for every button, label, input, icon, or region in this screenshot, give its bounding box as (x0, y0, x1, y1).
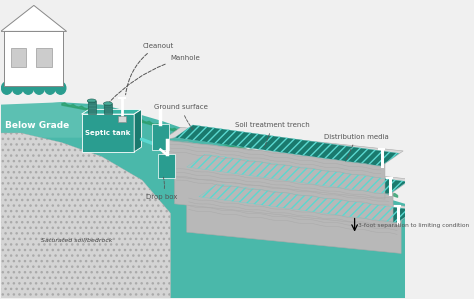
Polygon shape (187, 186, 419, 220)
Polygon shape (82, 114, 134, 152)
Polygon shape (104, 104, 112, 114)
Circle shape (34, 82, 45, 94)
Text: Below Grade: Below Grade (5, 121, 69, 130)
Polygon shape (82, 109, 141, 114)
Polygon shape (174, 169, 393, 227)
Polygon shape (187, 199, 401, 254)
Polygon shape (152, 123, 169, 150)
Text: Drop box: Drop box (146, 177, 178, 200)
Text: Ground surface: Ground surface (155, 104, 208, 130)
Ellipse shape (103, 102, 112, 106)
Polygon shape (0, 102, 405, 298)
Polygon shape (0, 102, 142, 138)
Text: Distribution media: Distribution media (324, 134, 389, 161)
Polygon shape (134, 109, 141, 152)
Polygon shape (88, 101, 96, 114)
Polygon shape (0, 5, 67, 31)
Polygon shape (158, 154, 174, 178)
Text: Manhole: Manhole (110, 55, 201, 102)
Polygon shape (11, 48, 26, 67)
Text: Saturated soil/bedrock: Saturated soil/bedrock (41, 238, 112, 242)
Polygon shape (174, 125, 399, 166)
Text: Soil treatment trench: Soil treatment trench (235, 122, 310, 147)
Circle shape (45, 82, 55, 94)
Polygon shape (199, 184, 415, 223)
Text: Septic tank: Septic tank (85, 130, 130, 136)
Circle shape (12, 82, 23, 94)
Circle shape (1, 82, 12, 94)
Polygon shape (36, 48, 52, 67)
Polygon shape (187, 154, 407, 194)
Polygon shape (174, 157, 411, 192)
Circle shape (55, 82, 66, 94)
Circle shape (23, 82, 34, 94)
Polygon shape (163, 127, 403, 164)
Text: Cleanout: Cleanout (126, 43, 173, 95)
Text: 3-foot separation to limiting condition: 3-foot separation to limiting condition (358, 222, 469, 228)
Ellipse shape (87, 99, 96, 103)
Polygon shape (163, 140, 385, 199)
Polygon shape (0, 133, 171, 298)
Polygon shape (4, 31, 64, 86)
Polygon shape (118, 116, 126, 122)
